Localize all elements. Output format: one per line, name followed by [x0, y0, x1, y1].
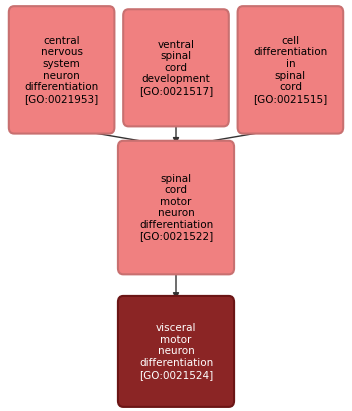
FancyBboxPatch shape: [238, 6, 343, 134]
FancyBboxPatch shape: [118, 296, 234, 407]
FancyBboxPatch shape: [9, 6, 114, 134]
FancyBboxPatch shape: [123, 9, 229, 127]
Text: cell
differentiation
in
spinal
cord
[GO:0021515]: cell differentiation in spinal cord [GO:…: [253, 36, 327, 104]
Text: visceral
motor
neuron
differentiation
[GO:0021524]: visceral motor neuron differentiation [G…: [139, 323, 213, 380]
FancyBboxPatch shape: [118, 141, 234, 275]
Text: ventral
spinal
cord
development
[GO:0021517]: ventral spinal cord development [GO:0021…: [139, 39, 213, 96]
Text: central
nervous
system
neuron
differentiation
[GO:0021953]: central nervous system neuron differenti…: [25, 36, 99, 104]
Text: spinal
cord
motor
neuron
differentiation
[GO:0021522]: spinal cord motor neuron differentiation…: [139, 173, 213, 242]
